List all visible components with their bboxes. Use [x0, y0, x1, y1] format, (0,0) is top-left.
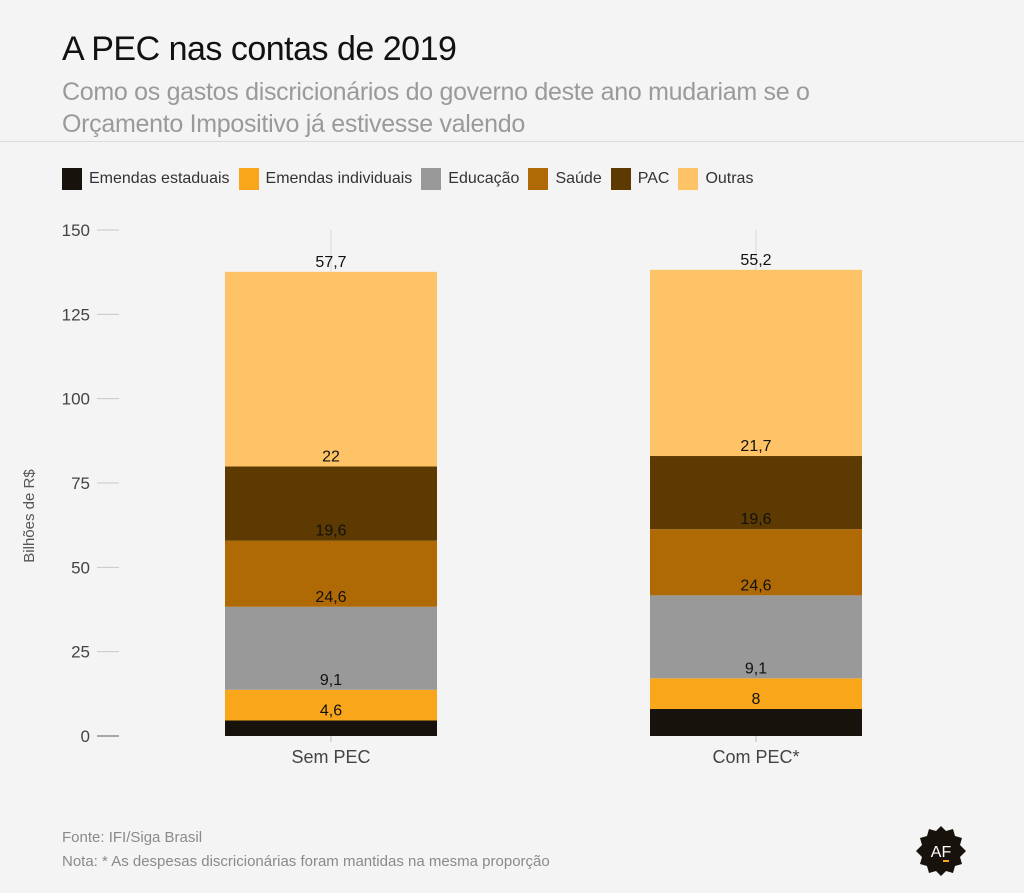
bar-segment: [650, 595, 862, 679]
bar-segment: [225, 271, 437, 467]
source-note: Fonte: IFI/Siga Brasil: [62, 829, 203, 846]
data-label: 9,1: [320, 672, 342, 689]
legend-item-educacao: Educação: [421, 168, 519, 190]
bar-segment: [650, 529, 862, 596]
y-tick-label: 0: [81, 727, 90, 746]
stacked-bar-chart: Bilhões de R$ 0 25 50 75 100 125 150 4,6 9,1 24,6 1…: [21, 221, 862, 767]
logo-accent: [943, 860, 949, 862]
legend-label: PAC: [637, 170, 670, 187]
bar-segment: [650, 709, 862, 736]
data-label: 19,6: [740, 511, 771, 528]
bar-segment: [225, 720, 437, 736]
legend-swatch: [62, 168, 82, 190]
legend-label: Educação: [448, 170, 520, 187]
legend-label: Emendas estaduais: [89, 170, 230, 187]
data-label: 24,6: [315, 589, 346, 606]
data-label: 24,6: [740, 577, 771, 594]
legend-item-emendas-estaduais: Emendas estaduais: [62, 168, 230, 190]
publisher-logo: AF: [916, 826, 966, 876]
legend-swatch: [678, 168, 699, 190]
chart-title: A PEC nas contas de 2019: [62, 30, 457, 68]
data-label: 9,1: [745, 660, 767, 677]
x-tick-label: Com PEC*: [712, 747, 799, 767]
x-tick-label: Sem PEC: [291, 747, 370, 767]
legend-swatch: [421, 168, 442, 190]
bar-segment: [225, 540, 437, 607]
legend-swatch: [238, 168, 259, 190]
data-label: 8: [752, 691, 761, 708]
data-label: 19,6: [315, 523, 346, 540]
y-tick-label: 125: [62, 305, 90, 324]
y-tick-label: 25: [71, 643, 90, 662]
bar-segment: [650, 456, 862, 530]
legend-label: Outras: [705, 170, 754, 187]
legend-swatch: [610, 168, 631, 190]
y-tick-label: 50: [71, 558, 90, 577]
legend-label: Saúde: [555, 170, 602, 187]
legend-swatch: [528, 168, 549, 190]
legend-item-outras: Outras: [678, 168, 753, 190]
legend-item-emendas-individuais: Emendas individuais: [238, 168, 413, 190]
bar-segment: [650, 678, 862, 710]
footer: Fonte: IFI/Siga Brasil Nota: * As despes…: [62, 826, 550, 874]
legend-label: Emendas individuais: [265, 170, 413, 187]
header-divider: [0, 141, 1024, 142]
legend: Emendas estaduais Emendas individuais Ed…: [62, 168, 762, 190]
y-tick-label: 75: [71, 474, 90, 493]
legend-item-saude: Saúde: [528, 168, 602, 190]
bar-segment: [225, 606, 437, 690]
bar-segment: [650, 269, 862, 457]
y-tick-label: 100: [62, 390, 90, 409]
logo-text: AF: [931, 844, 952, 861]
data-label: 57,7: [315, 254, 346, 271]
logo-badge-shape: [916, 826, 966, 876]
data-label: 55,2: [740, 252, 771, 269]
y-axis-label: Bilhões de R$: [21, 469, 38, 563]
data-label: 21,7: [740, 438, 771, 455]
methodology-note: Nota: * As despesas discricionárias fora…: [62, 853, 550, 870]
y-tick-label: 150: [62, 221, 90, 240]
chart-subtitle: Como os gastos discricionários do govern…: [62, 78, 810, 138]
bar-segment: [225, 466, 437, 541]
legend-item-pac: PAC: [610, 168, 670, 190]
bar-segment: [225, 689, 437, 721]
data-label: 4,6: [320, 702, 342, 719]
data-label: 22: [322, 448, 340, 465]
